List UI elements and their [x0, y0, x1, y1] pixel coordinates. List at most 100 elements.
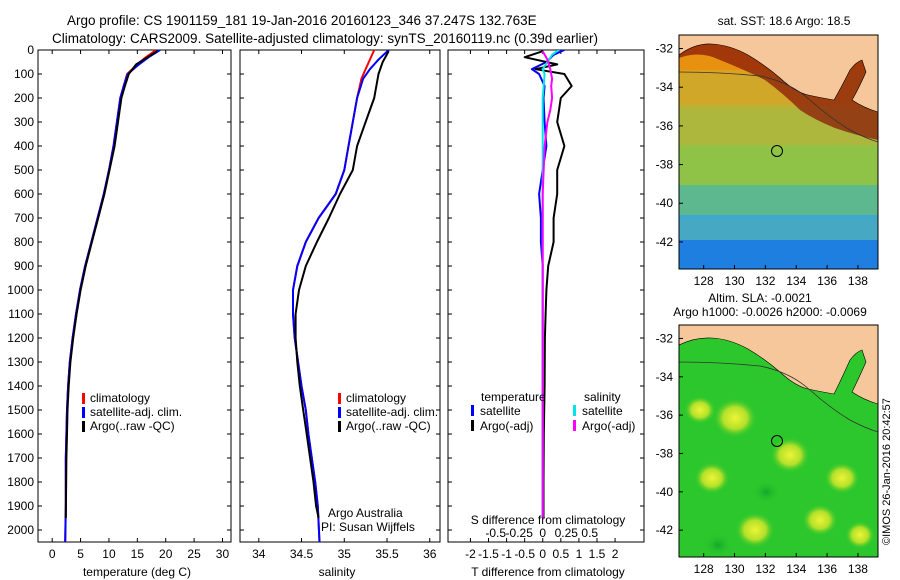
shelf-contour [679, 361, 878, 433]
depth-tick-label: 1800 [7, 475, 34, 489]
salinity-x-axis: 34 34.5 35 35.5 36 [252, 50, 437, 561]
x-tick-label: 5 [77, 547, 84, 561]
salinity-xlabel: salinity [319, 565, 356, 579]
depth-tick-label: 900 [14, 259, 34, 273]
lat-tick-label: -32 [656, 331, 674, 345]
temperature-xlabel: temperature (deg C) [83, 565, 191, 579]
lat-tick-label: -40 [656, 485, 674, 499]
depth-tick-label: 700 [14, 211, 34, 225]
x-tick-label: 20 [159, 547, 173, 561]
depth-tick-label: 1400 [7, 379, 34, 393]
x-tick-label: 10 [102, 547, 116, 561]
legend-swatch-climatology [82, 393, 85, 404]
salinity-panel: 34 34.5 35 35.5 36 salinity climatology sate… [239, 49, 441, 579]
lat-tick-label: -42 [656, 523, 674, 537]
lon-tick-label: 134 [786, 274, 806, 288]
legend-swatch-t-argo [471, 420, 474, 431]
x-tick-label-top: 0.25 [555, 526, 579, 540]
depth-axis: 0 100 200 300 400 500 600 700 800 900 1000 1100 1200… [7, 43, 231, 537]
depth-tick-label: 1100 [8, 307, 34, 321]
x-tick-label: -1 [501, 547, 512, 561]
lon-tick-label: 130 [725, 274, 745, 288]
depth-tick-label: 1600 [7, 427, 34, 441]
temperature-panel: 0100200300400500600700800900100011001200… [7, 43, 232, 579]
legend-salinity-header: salinity [584, 390, 621, 404]
series-line [294, 50, 390, 519]
lon-tick-label: 138 [848, 562, 868, 576]
lon-tick-label: 134 [786, 562, 806, 576]
temperature-legend: climatology satellite-adj. clim. Argo(..… [82, 391, 182, 433]
legend-satellite-adj: satellite-adj. clim. [90, 405, 182, 419]
sst-band-teal [679, 185, 878, 220]
x-tick-label: 0 [49, 547, 56, 561]
legend-climatology: climatology [90, 391, 150, 405]
sst-map-title: sat. SST: 18.6 Argo: 18.5 [718, 14, 851, 28]
sla-low [752, 480, 780, 504]
land-mass [679, 325, 878, 405]
legend-s-satellite: satellite [582, 404, 623, 418]
salinity-series [292, 50, 390, 542]
lon-tick-label: 136 [817, 274, 837, 288]
depth-tick-label: 1000 [7, 283, 34, 297]
temperature-x-axis: 0 5 10 15 20 25 30 [49, 50, 230, 561]
legend-swatch-climatology [338, 393, 341, 404]
legend-satellite-adj: satellite-adj. clim. [346, 405, 438, 419]
argo-location-marker [771, 435, 783, 447]
lat-tick-label: -40 [656, 196, 674, 210]
x-tick-label: 0.5 [552, 547, 569, 561]
lat-tick-label: -38 [656, 158, 674, 172]
lat-tick-label: -36 [656, 119, 674, 133]
x-tick-label: 1 [576, 547, 583, 561]
lat-tick-label: -34 [656, 370, 674, 384]
x-tick-label-top: 0.5 [581, 526, 598, 540]
header-line1: Argo profile: CS 1901159_181 19-Jan-2016… [67, 13, 537, 28]
x-tick-label: 34.5 [290, 547, 314, 561]
sla-low [704, 533, 732, 557]
lat-tick-label: -32 [656, 42, 674, 56]
x-tick-label: -1.5 [478, 547, 499, 561]
sst-lon-axis: 128 130 132 134 136 138 [694, 265, 868, 288]
lon-tick-label: 128 [694, 562, 714, 576]
depth-tick-label: 200 [14, 91, 34, 105]
sla-blob [684, 396, 716, 424]
x-tick-label: 35.5 [375, 547, 399, 561]
sla-blob [713, 398, 757, 438]
difference-xlabel-top: S difference from climatology [471, 513, 626, 527]
sla-blob [770, 437, 810, 473]
sla-blob [824, 462, 860, 494]
sla-blob [802, 504, 838, 536]
series-line [523, 50, 573, 518]
lon-tick-label: 130 [725, 562, 745, 576]
x-tick-label: 30 [216, 547, 230, 561]
legend-swatch-s-argo [573, 420, 576, 431]
sla-map-frame [678, 324, 879, 558]
depth-tick-label: 1700 [7, 451, 34, 465]
lat-tick-label: -42 [656, 235, 674, 249]
shelf-contour [679, 71, 878, 143]
depth-tick-label: 1500 [7, 403, 34, 417]
difference-legend: temperature salinity satellite Argo(-adj… [471, 390, 635, 433]
legend-swatch-argo [338, 421, 341, 432]
temperature-series [64, 50, 161, 542]
difference-x-axis: -2 -1.5 -1 -0.5 0 0.5 1 1.5 2-0.5 -0.25 0 0.25 0.5 [465, 50, 619, 561]
lon-tick-label: 138 [848, 274, 868, 288]
sla-blob [694, 462, 730, 494]
depth-tick-label: 0 [27, 43, 34, 57]
land-mass [679, 35, 878, 113]
legend-t-argo: Argo(-adj) [480, 419, 533, 433]
legend-s-argo: Argo(-adj) [582, 419, 635, 433]
lon-tick-label: 132 [755, 562, 775, 576]
legend-temperature-header: temperature [481, 390, 546, 404]
sla-blob [845, 521, 875, 549]
salinity-axes-frame [239, 49, 441, 543]
legend-swatch-s-satellite [573, 405, 576, 416]
depth-tick-label: 2000 [7, 523, 34, 537]
note-argo-australia: Argo Australia [328, 506, 403, 520]
x-tick-label: 15 [131, 547, 145, 561]
lat-tick-label: -38 [656, 446, 674, 460]
depth-tick-label: 1300 [7, 355, 34, 369]
lon-tick-label: 136 [817, 562, 837, 576]
legend-swatch-satellite [82, 407, 85, 418]
x-tick-label: 34 [252, 547, 266, 561]
